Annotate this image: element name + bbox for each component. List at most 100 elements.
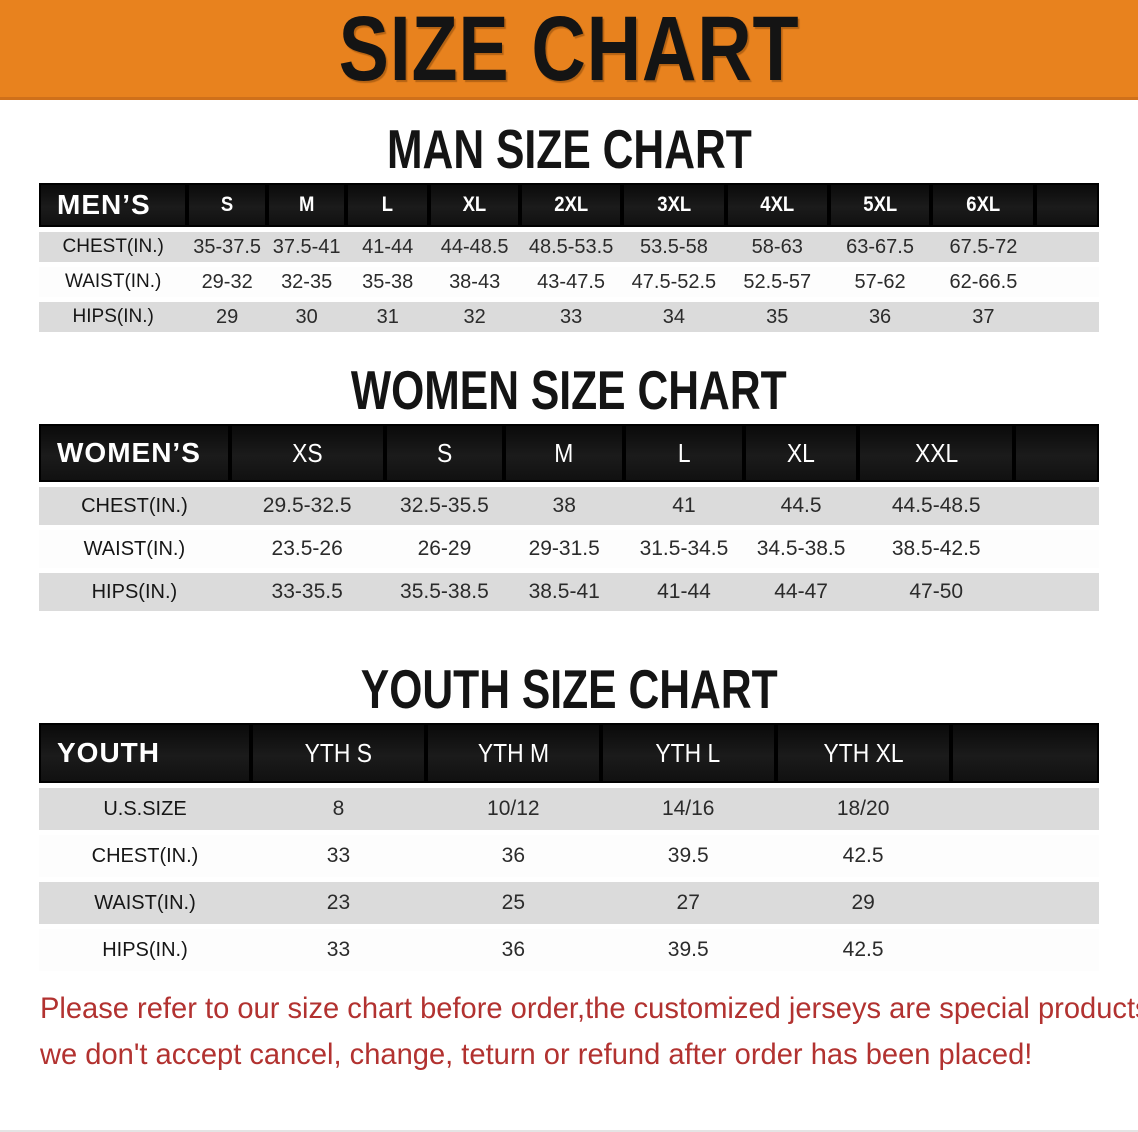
row-label: HIPS(IN.) [39,929,251,971]
size-header-cell: 6XL [931,183,1036,227]
value-cell: 39.5 [600,929,776,971]
row-label: CHEST(IN.) [39,835,251,877]
value-cell: 47.5-52.5 [621,267,726,297]
youth-waist-row: WAIST(IN.) 23 25 27 29 [39,882,1099,924]
value-cell: 29-32 [187,267,267,297]
value-cell: 44.5 [743,487,859,525]
spacer-cell [1035,267,1099,297]
header-spacer-cell [1035,183,1099,227]
value-cell: 41-44 [624,573,744,611]
size-header-cell: 4XL [725,183,829,227]
value-cell: 33 [251,835,426,877]
size-header-cell: XXL [858,424,1015,482]
value-cell: 42.5 [775,929,951,971]
value-cell: 25 [425,882,601,924]
value-cell: 38-43 [429,267,521,297]
value-cell: 35-37.5 [187,232,267,262]
women-waist-row: WAIST(IN.) 23.5-26 26-29 29-31.5 31.5-34… [39,530,1099,568]
row-label: WAIST(IN.) [39,882,251,924]
disclaimer-note: Please refer to our size chart before or… [40,986,1138,1078]
men-hips-row: HIPS(IN.) 29 30 31 32 33 34 35 36 37 [39,302,1099,332]
banner-title: SIZE CHART [338,0,800,100]
value-cell: 29 [187,302,267,332]
size-header-cell: M [266,183,347,227]
spacer-cell [950,929,1099,971]
youth-hips-row: HIPS(IN.) 33 36 39.5 42.5 [39,929,1099,971]
value-cell: 32 [429,302,521,332]
value-cell: 43-47.5 [520,267,622,297]
header-spacer-cell [950,723,1099,783]
men-corner-label: MEN’S [39,183,188,227]
size-header-cell: YTH S [251,723,426,783]
size-header-cell: S [384,424,505,482]
youth-chest-row: CHEST(IN.) 33 36 39.5 42.5 [39,835,1099,877]
value-cell: 63-67.5 [828,232,932,262]
men-header-row: MEN’S S M L XL 2XL 3XL 4XL 5XL 6XL [39,183,1099,227]
women-chest-row: CHEST(IN.) 29.5-32.5 32.5-35.5 38 41 44.… [39,487,1099,525]
value-cell: 39.5 [600,835,776,877]
value-cell: 38.5-42.5 [858,530,1015,568]
value-cell: 27 [600,882,776,924]
value-cell: 33 [251,929,426,971]
value-cell: 18/20 [775,788,951,830]
size-header-cell: M [504,424,625,482]
value-cell: 34.5-38.5 [743,530,859,568]
size-header-cell: YTH L [600,723,776,783]
value-cell: 23.5-26 [229,530,385,568]
youth-size-table: YOUTH YTH S YTH M YTH L YTH XL U.S.SIZE … [39,718,1099,976]
value-cell: 31.5-34.5 [624,530,744,568]
men-chest-row: CHEST(IN.) 35-37.5 37.5-41 41-44 44-48.5… [39,232,1099,262]
spacer-cell [1014,530,1099,568]
value-cell: 37 [931,302,1036,332]
value-cell: 33 [520,302,622,332]
value-cell: 31 [346,302,430,332]
spacer-cell [1035,302,1099,332]
value-cell: 48.5-53.5 [520,232,622,262]
men-size-table: MEN’S S M L XL 2XL 3XL 4XL 5XL 6XL CHEST… [39,178,1099,337]
value-cell: 57-62 [828,267,932,297]
value-cell: 14/16 [600,788,776,830]
value-cell: 36 [425,929,601,971]
value-cell: 29.5-32.5 [229,487,385,525]
value-cell: 34 [621,302,726,332]
spacer-cell [1035,232,1099,262]
row-label: WAIST(IN.) [39,267,188,297]
disclaimer-line-1: Please refer to our size chart before or… [40,992,1138,1025]
women-size-table: WOMEN’S XS S M L XL XXL CHEST(IN.) 29.5-… [39,419,1099,616]
spacer-cell [950,882,1099,924]
size-header-cell: XL [429,183,521,227]
value-cell: 8 [251,788,426,830]
women-hips-row: HIPS(IN.) 33-35.5 35.5-38.5 38.5-41 41-4… [39,573,1099,611]
value-cell: 35 [725,302,829,332]
row-label: HIPS(IN.) [39,573,230,611]
youth-section-heading: YOUTH SIZE CHART [360,659,778,721]
size-header-cell: YTH XL [775,723,951,783]
youth-ussize-row: U.S.SIZE 8 10/12 14/16 18/20 [39,788,1099,830]
row-label: WAIST(IN.) [39,530,230,568]
value-cell: 44-48.5 [429,232,521,262]
spacer-cell [950,788,1099,830]
value-cell: 42.5 [775,835,951,877]
row-label: HIPS(IN.) [39,302,188,332]
value-cell: 44-47 [743,573,859,611]
row-label: U.S.SIZE [39,788,251,830]
header-spacer-cell [1014,424,1099,482]
value-cell: 38.5-41 [504,573,625,611]
women-header-row: WOMEN’S XS S M L XL XXL [39,424,1099,482]
value-cell: 30 [266,302,347,332]
value-cell: 41 [624,487,744,525]
row-label: CHEST(IN.) [39,487,230,525]
youth-header-row: YOUTH YTH S YTH M YTH L YTH XL [39,723,1099,783]
value-cell: 58-63 [725,232,829,262]
value-cell: 36 [828,302,932,332]
disclaimer-line-2: we don't accept cancel, change, teturn o… [40,1038,1033,1071]
value-cell: 32-35 [266,267,347,297]
size-header-cell: 2XL [520,183,622,227]
size-header-cell: 5XL [828,183,932,227]
women-section-heading: WOMEN SIZE CHART [351,360,787,422]
value-cell: 35-38 [346,267,430,297]
value-cell: 36 [425,835,601,877]
value-cell: 10/12 [425,788,601,830]
youth-corner-label: YOUTH [39,723,251,783]
